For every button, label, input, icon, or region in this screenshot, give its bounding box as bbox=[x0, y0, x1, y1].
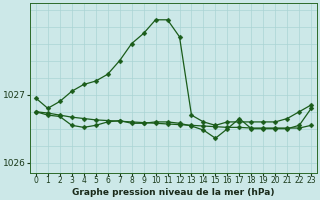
X-axis label: Graphe pression niveau de la mer (hPa): Graphe pression niveau de la mer (hPa) bbox=[72, 188, 275, 197]
